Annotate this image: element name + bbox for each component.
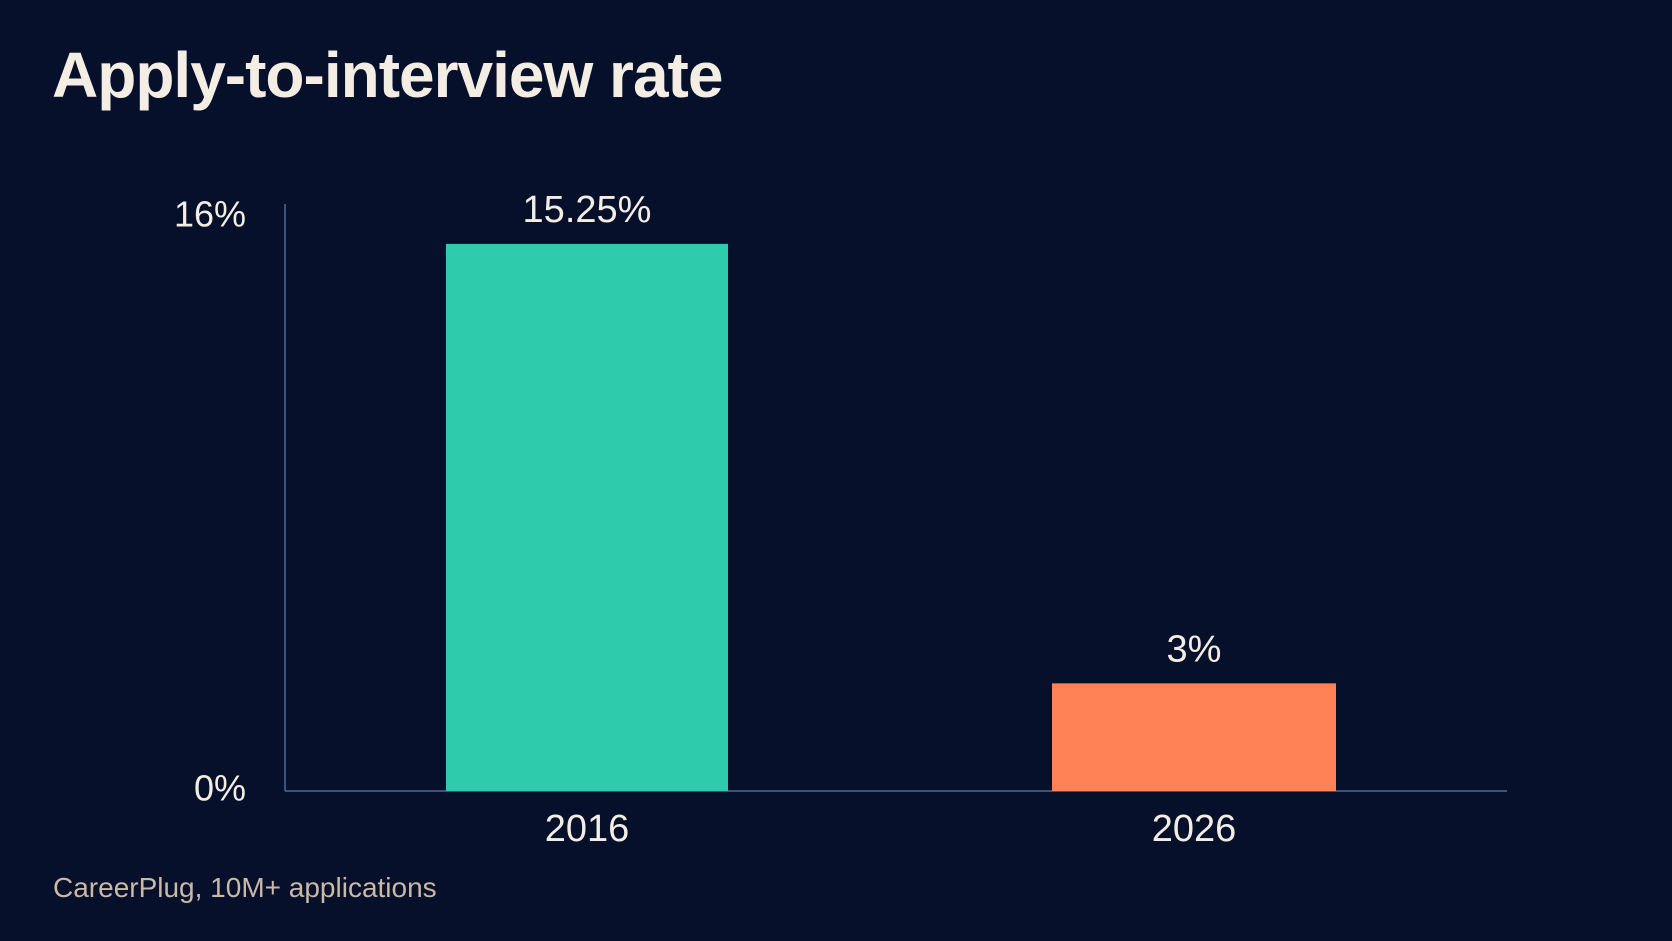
bar-2026 — [1052, 683, 1336, 791]
y-tick-label: 0% — [194, 768, 246, 809]
category-label: 2026 — [1152, 808, 1237, 850]
bar-value-label: 3% — [1167, 628, 1222, 670]
bar-2016 — [446, 243, 728, 791]
y-tick-label: 16% — [174, 194, 246, 235]
source-note: CareerPlug, 10M+ applications — [53, 872, 437, 903]
bar-value-label: 15.25% — [523, 189, 652, 231]
chart-title: Apply-to-interview rate — [52, 39, 723, 111]
category-label: 2016 — [545, 808, 630, 850]
bars: 15.25% 2016 3% 2026 — [446, 189, 1336, 850]
y-ticks: 0% 16% — [174, 194, 246, 809]
